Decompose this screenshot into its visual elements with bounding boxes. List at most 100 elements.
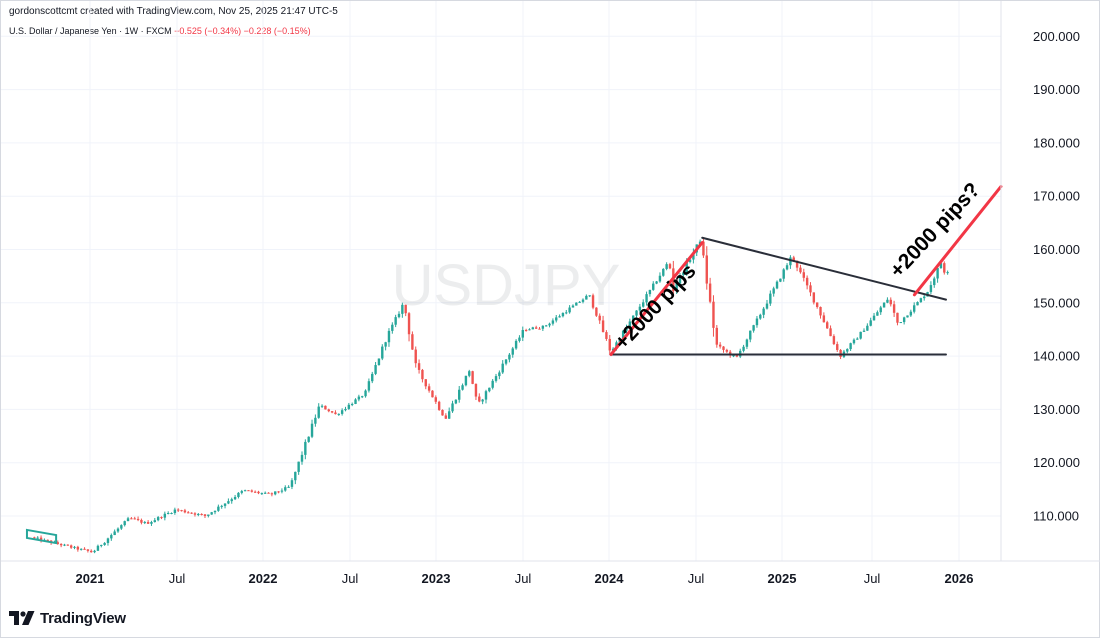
candle — [581, 298, 585, 304]
candle — [715, 325, 719, 348]
flag-pattern-box — [25, 528, 58, 545]
candle — [545, 324, 548, 327]
price-axis[interactable]: 110.000 120.000 130.000 140.000 150.000 160.0… — [1033, 29, 1080, 524]
candle — [836, 341, 839, 352]
candle — [474, 383, 478, 401]
candle — [337, 413, 340, 416]
candle — [290, 478, 294, 490]
candle — [575, 302, 578, 306]
candle — [514, 339, 518, 350]
candle — [76, 545, 80, 552]
candle — [769, 290, 772, 306]
tradingview-brand: TradingView — [40, 609, 126, 627]
candle — [257, 490, 260, 495]
candle — [166, 511, 170, 515]
candle — [705, 246, 708, 290]
candle — [227, 498, 230, 505]
candle — [541, 325, 545, 332]
y-tick-label: 110.000 — [1033, 509, 1079, 524]
candle — [561, 312, 565, 318]
candle — [103, 542, 106, 546]
candle — [267, 492, 270, 494]
candle — [571, 304, 575, 308]
candle — [384, 341, 387, 351]
candle — [447, 407, 451, 419]
candle — [879, 305, 882, 315]
candle — [749, 330, 752, 343]
candle — [371, 371, 374, 384]
candle — [585, 294, 588, 300]
candle — [86, 549, 90, 553]
candle — [755, 316, 759, 328]
candle — [638, 303, 642, 313]
candle — [668, 262, 672, 270]
candle — [240, 489, 243, 495]
x-tick-label: Jul — [342, 571, 359, 586]
candle — [424, 379, 427, 390]
candle — [504, 359, 508, 366]
candle — [775, 280, 779, 290]
candle — [173, 507, 177, 515]
candle — [233, 494, 237, 501]
candle — [310, 419, 314, 439]
candle — [300, 451, 304, 465]
candle — [902, 316, 906, 325]
candle — [123, 520, 126, 527]
candle — [829, 325, 832, 337]
candle — [73, 545, 76, 550]
grid — [1, 1, 1001, 561]
candle — [481, 398, 484, 405]
candle — [253, 490, 257, 493]
candle — [712, 295, 715, 337]
candle — [605, 330, 608, 341]
y-tick-label: 200.000 — [1033, 29, 1080, 44]
candle — [598, 313, 601, 324]
candle — [531, 326, 535, 330]
candle — [270, 492, 274, 497]
candle — [320, 404, 324, 409]
candle — [745, 338, 749, 350]
candle — [558, 314, 561, 318]
candle — [936, 266, 939, 283]
candle — [110, 533, 113, 541]
candle — [785, 263, 789, 271]
x-tick-label: 2025 — [768, 571, 797, 586]
candle — [631, 315, 635, 324]
candle — [866, 323, 869, 331]
x-tick-label: 2023 — [422, 571, 451, 586]
x-tick-label: 2024 — [595, 571, 625, 586]
candle — [601, 315, 605, 333]
candle — [608, 335, 611, 355]
candle — [133, 516, 136, 520]
candle — [213, 510, 217, 515]
candle — [220, 504, 223, 509]
candle — [919, 297, 923, 303]
candle — [357, 394, 361, 402]
candle — [407, 312, 411, 342]
candle — [943, 261, 946, 275]
candle — [488, 387, 491, 393]
candle — [799, 264, 802, 274]
time-axis[interactable]: 2021 Jul 2022 Jul 2023 Jul 2024 Jul 2025 Jul 2026 — [76, 571, 974, 586]
candle — [106, 537, 110, 546]
candle — [280, 488, 284, 494]
candle — [491, 379, 494, 390]
price-change: −0.525 (−0.34%) −0.228 (−0.15%) — [174, 26, 311, 36]
resistance-trendline — [701, 236, 947, 301]
candle — [126, 516, 130, 522]
candle — [250, 489, 254, 493]
candle — [464, 375, 468, 387]
candle — [906, 315, 909, 318]
y-tick-label: 160.000 — [1033, 242, 1080, 257]
tradingview-logo[interactable]: TradingView — [9, 607, 126, 629]
candle — [923, 294, 926, 301]
symbol-watermark: USDJPY — [392, 253, 621, 318]
candle — [899, 322, 903, 324]
candle — [484, 389, 488, 404]
candle — [374, 361, 377, 376]
candle — [471, 370, 474, 385]
candle — [230, 497, 233, 504]
candle — [832, 334, 836, 346]
candle — [886, 297, 889, 304]
